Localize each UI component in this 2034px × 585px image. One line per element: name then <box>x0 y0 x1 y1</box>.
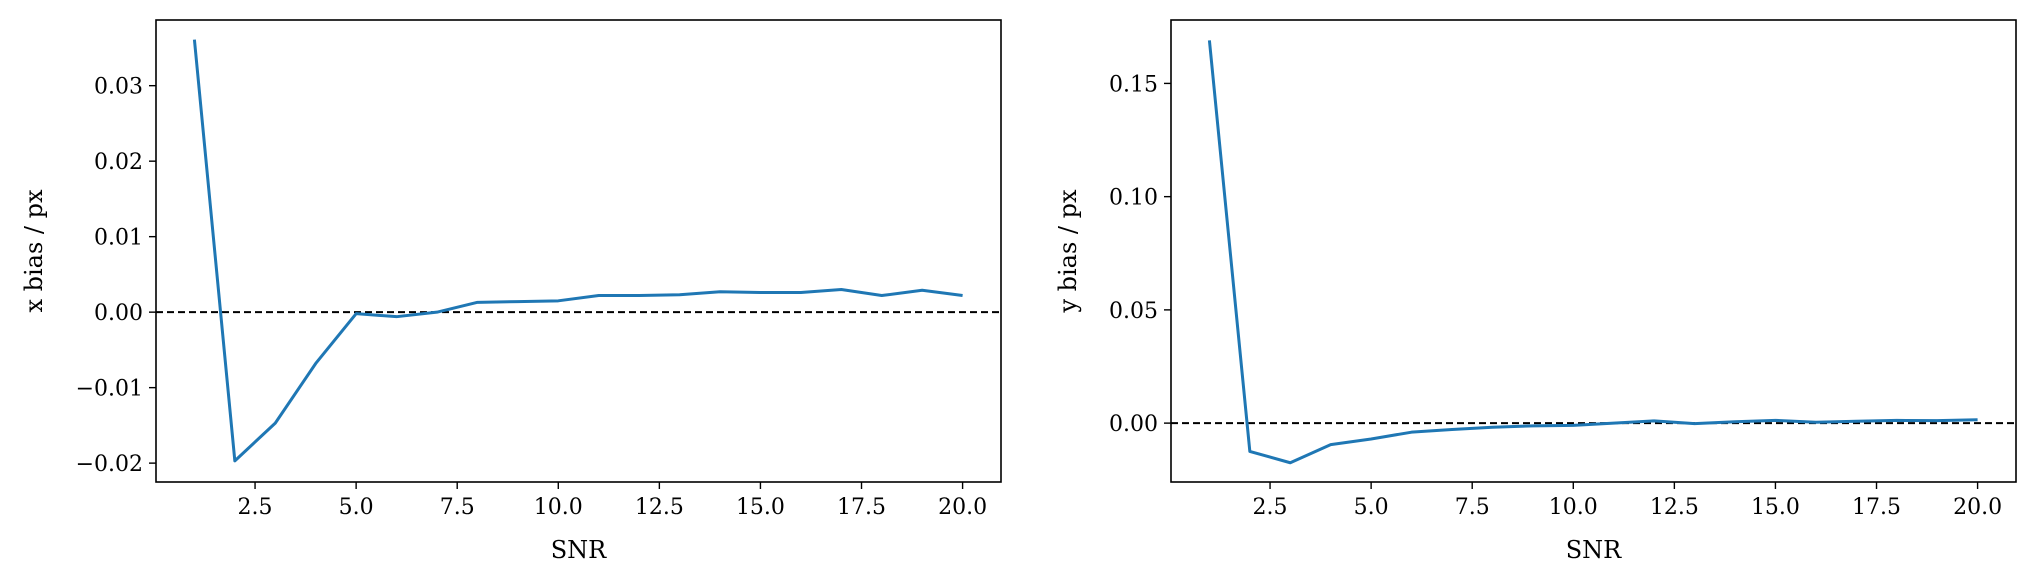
data-point <box>1410 431 1413 434</box>
data-point <box>880 294 883 297</box>
y-tick-label: −0.02 <box>76 452 143 477</box>
data-point <box>395 315 398 318</box>
x-axis-label: SNR <box>1566 536 1622 564</box>
x-tick-label: 7.5 <box>440 495 475 520</box>
data-point <box>719 290 722 293</box>
x-tick-label: 2.5 <box>1253 495 1288 520</box>
data-point <box>274 422 277 425</box>
data-point <box>1572 424 1575 427</box>
x-tick-label: 10.0 <box>1549 495 1598 520</box>
y-axis-label: x bias / px <box>20 189 48 313</box>
data-point <box>1612 422 1615 425</box>
x-tick-label: 12.5 <box>635 495 684 520</box>
data-point <box>1531 424 1534 427</box>
x-tick-label: 20.0 <box>1953 495 2002 520</box>
data-point <box>597 294 600 297</box>
x-tick-label: 17.5 <box>1852 495 1901 520</box>
data-point <box>1895 419 1898 422</box>
data-point <box>516 300 519 303</box>
x-tick-label: 20.0 <box>938 495 987 520</box>
y-axis-label: y bias / px <box>1054 189 1082 314</box>
data-point <box>1774 419 1777 422</box>
data-point <box>1734 420 1737 423</box>
x-tick-label: 10.0 <box>534 495 583 520</box>
y-tick-label: 0.15 <box>1109 72 1158 97</box>
data-point <box>1814 421 1817 424</box>
data-point <box>1491 426 1494 429</box>
y-tick-label: 0.10 <box>1109 186 1158 211</box>
data-point <box>840 288 843 291</box>
data-point <box>557 299 560 302</box>
data-point <box>921 289 924 292</box>
x-tick-label: 12.5 <box>1650 495 1699 520</box>
data-point <box>1289 461 1292 464</box>
chart-panel-2: 2.5 5.0 7.5 10.0 12.5 15.0 17.5 20.0 0.00 0.05 0.1… <box>1054 19 2017 564</box>
data-point <box>961 294 964 297</box>
data-point <box>1693 422 1696 425</box>
data-point <box>476 301 479 304</box>
y-tick-label: −0.01 <box>76 377 143 402</box>
data-point <box>1208 39 1211 42</box>
data-point <box>314 362 317 365</box>
data-point <box>355 312 358 315</box>
data-point <box>1976 418 1979 421</box>
data-point <box>1370 437 1373 440</box>
x-tick-label: 15.0 <box>736 495 785 520</box>
y-tick-label: 0.02 <box>94 150 143 175</box>
x-tick-label: 5.0 <box>339 495 374 520</box>
series-line <box>192 39 963 463</box>
x-tick-label: 5.0 <box>1354 495 1389 520</box>
data-point <box>1248 450 1251 453</box>
data-point <box>1936 419 1939 422</box>
plot-frame <box>1170 19 2017 483</box>
y-tick-label: 0.05 <box>1109 299 1158 324</box>
data-point <box>638 294 641 297</box>
data-point <box>233 459 236 462</box>
series-line <box>1207 40 1978 465</box>
x-axis-label: SNR <box>551 536 607 564</box>
y-tick-label: 0.01 <box>94 226 143 251</box>
data-point <box>799 291 802 294</box>
data-point <box>759 291 762 294</box>
y-tick-label: 0.00 <box>1109 412 1158 437</box>
plot-frame <box>155 19 1002 483</box>
y-tick-label: 0.03 <box>94 75 143 100</box>
data-point <box>1855 420 1858 423</box>
chart-panel-1: 2.5 5.0 7.5 10.0 12.5 15.0 17.5 20.0 −0.02 −0.01 0… <box>20 19 1002 564</box>
data-point <box>678 293 681 296</box>
x-tick-label: 7.5 <box>1455 495 1490 520</box>
data-point <box>1329 443 1332 446</box>
x-tick-label: 2.5 <box>238 495 273 520</box>
data-point <box>193 38 196 41</box>
x-tick-label: 15.0 <box>1751 495 1800 520</box>
x-tick-label: 17.5 <box>837 495 886 520</box>
data-point <box>1653 419 1656 422</box>
y-tick-label: 0.00 <box>94 301 143 326</box>
data-point <box>435 311 438 314</box>
data-point <box>1450 428 1453 431</box>
